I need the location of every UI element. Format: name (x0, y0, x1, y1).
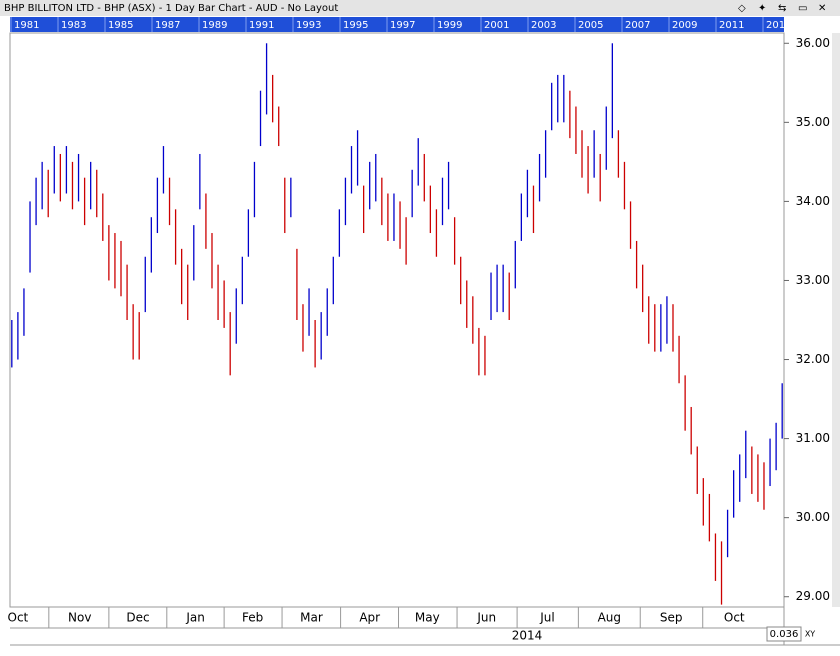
y-tick-label: 31.00 (796, 431, 830, 445)
window-title: BHP BILLITON LTD - BHP (ASX) - 1 Day Bar… (4, 3, 338, 14)
timeline-year: 1993 (296, 20, 321, 31)
x-tick-label: Jun (476, 611, 496, 625)
x-tick-label: Jul (539, 611, 554, 625)
scale-mode[interactable]: XY (805, 630, 815, 639)
scale-value: 0.036 (770, 629, 799, 640)
x-tick-label: Jan (185, 611, 205, 625)
timeline-year: 2007 (625, 20, 650, 31)
icon-diamond[interactable]: ◇ (738, 3, 746, 14)
x-tick-label: Apr (359, 611, 380, 625)
timeline-year: 1997 (390, 20, 415, 31)
timeline-year: 2013 (766, 20, 791, 31)
timeline-year: 1983 (61, 20, 86, 31)
x-tick-label: Nov (68, 611, 91, 625)
timeline-year: 1989 (202, 20, 227, 31)
title-bar (0, 0, 840, 16)
timeline-year: 1991 (249, 20, 274, 31)
y-tick-label: 29.00 (796, 589, 830, 603)
timeline-year: 2005 (578, 20, 603, 31)
x-tick-label: Oct (8, 611, 29, 625)
timeline-year: 2009 (672, 20, 697, 31)
y-tick-label: 35.00 (796, 115, 830, 129)
timeline-year: 1985 (108, 20, 133, 31)
timeline-year: 1981 (14, 20, 39, 31)
x-tick-label: May (415, 611, 440, 625)
timeline-bar[interactable] (10, 17, 784, 32)
x-tick-label: Feb (242, 611, 263, 625)
timeline-year: 2003 (531, 20, 556, 31)
y-tick-label: 36.00 (796, 36, 830, 50)
y-tick-label: 33.00 (796, 273, 830, 287)
icon-pin[interactable]: ✦ (758, 3, 766, 14)
icon-window[interactable]: ▭ (798, 3, 807, 14)
timeline-year: 1999 (437, 20, 462, 31)
x-tick-label: Mar (300, 611, 323, 625)
x-tick-label: Dec (126, 611, 149, 625)
scale-box[interactable] (766, 626, 802, 642)
plot-area (9, 32, 785, 608)
year-label: 2014 (512, 629, 543, 643)
x-tick-label: Oct (724, 611, 745, 625)
y-tick-label: 32.00 (796, 352, 830, 366)
timeline-year: 2011 (719, 20, 744, 31)
y-tick-label: 34.00 (796, 194, 830, 208)
x-tick-label: Aug (598, 611, 621, 625)
icon-arrows[interactable]: ⇆ (778, 3, 786, 14)
icon-close[interactable]: ✕ (818, 3, 826, 14)
side-strip (832, 33, 840, 607)
timeline-year: 1995 (343, 20, 368, 31)
timeline-year: 2001 (484, 20, 509, 31)
y-tick-label: 30.00 (796, 510, 830, 524)
x-tick-label: Sep (660, 611, 683, 625)
timeline-year: 1987 (155, 20, 180, 31)
